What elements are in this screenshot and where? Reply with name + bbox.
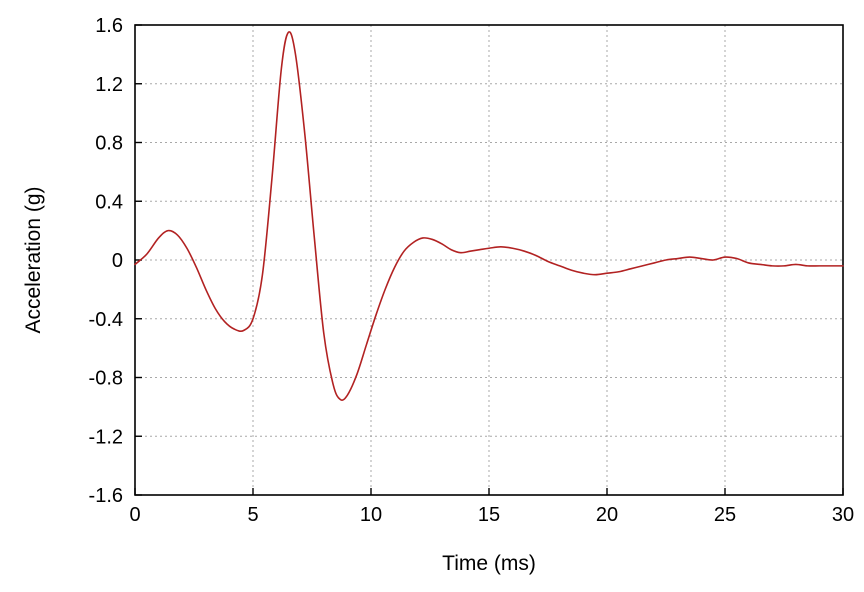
y-tick-label: -1.6 [89, 485, 123, 507]
x-tick-label: 15 [478, 504, 500, 526]
x-axis-title: Time (ms) [442, 552, 536, 575]
x-tick-label: 20 [596, 504, 618, 526]
y-tick-label: -0.8 [89, 368, 123, 390]
y-tick-label: 0 [112, 250, 123, 272]
x-tick-label: 10 [360, 504, 382, 526]
y-tick-label: -1.2 [89, 426, 123, 448]
x-tick-label: 30 [832, 504, 854, 526]
data-line-acceleration [134, 31, 844, 401]
x-tick-label: 0 [129, 504, 140, 526]
y-tick-label: 1.6 [95, 15, 123, 37]
y-tick-label: 0.8 [95, 133, 123, 155]
y-tick-label: -0.4 [89, 309, 123, 331]
x-tick-label: 5 [247, 504, 258, 526]
y-tick-label: 0.4 [95, 191, 123, 213]
x-tick-label: 25 [714, 504, 736, 526]
y-tick-label: 1.2 [95, 74, 123, 96]
y-axis-title: Acceleration (g) [22, 186, 45, 334]
